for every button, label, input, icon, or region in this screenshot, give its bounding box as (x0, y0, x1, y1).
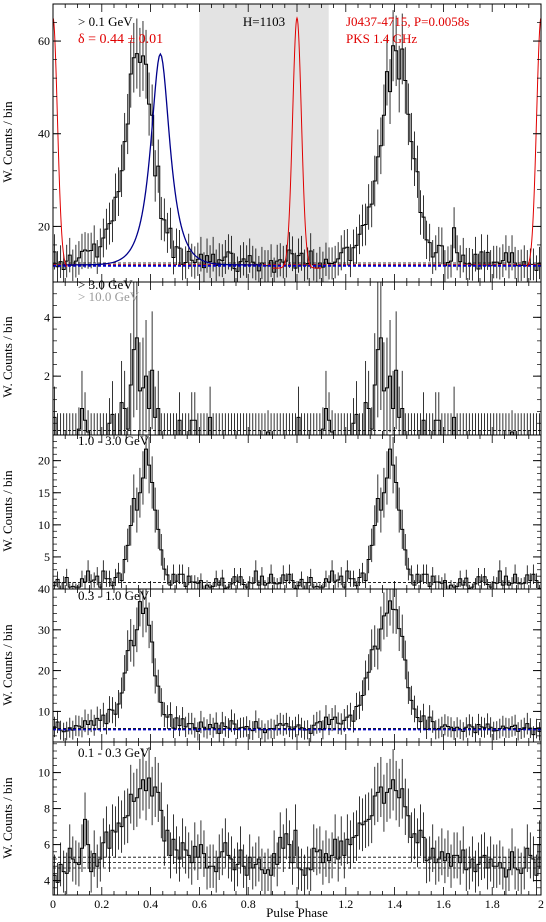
y-tick-label: 10 (38, 704, 50, 718)
y-tick-label: 10 (38, 518, 50, 532)
panel-1-radio-label: PKS 1.4 GHz (346, 31, 417, 46)
panel-4-energy-label: 0.3 - 1.0 GeV (78, 588, 150, 603)
panel-2-energy-label: > 3.0 GeV (78, 277, 133, 292)
histogram-series (53, 45, 541, 273)
panel-1-fit-label: δ = 0.44 ± 0.01 (78, 32, 163, 47)
histogram-series (53, 777, 541, 883)
y-tick-label: 4 (44, 874, 50, 888)
x-tick-label: 2 (538, 897, 544, 911)
x-tick-label: 1.4 (387, 897, 402, 911)
panel-2-energy-label-2: > 10.0 GeV (78, 289, 140, 304)
y-tick-label: 40 (38, 582, 50, 596)
x-axis-label: Pulse Phase (266, 905, 328, 920)
panel-5: 4 6 8 10 (38, 741, 542, 896)
y-tick-label: 8 (44, 802, 50, 816)
histogram-series (53, 337, 541, 436)
y-axis-label-panel-1: W. Counts / bin (0, 101, 15, 183)
y-tick-label: 10 (38, 766, 50, 780)
panel-1-energy-label: > 0.1 GeV (78, 14, 133, 29)
y-tick-label: 15 (38, 486, 50, 500)
x-tick-label: 0.8 (241, 897, 256, 911)
y-tick-label: 20 (38, 219, 50, 233)
x-tick-label: 0.2 (94, 897, 109, 911)
panel-frame (52, 434, 542, 590)
x-tick-label: 0 (50, 897, 56, 911)
panel-2: 24 (44, 281, 542, 436)
panel-1-pulsar-label: J0437-4715, P=0.0058s (346, 14, 469, 29)
y-tick-label: 5 (44, 550, 50, 564)
y-tick-label: 6 (44, 838, 50, 852)
y-axis-label-panel-5: W. Counts / bin (0, 777, 15, 859)
y-axis-label-panel-3: W. Counts / bin (0, 470, 15, 552)
x-tick-label: 1.6 (436, 897, 451, 911)
y-tick-label: 4 (44, 310, 50, 324)
radio-profile-curve (52, 17, 68, 268)
panel-4: 10 20 30 40 (38, 582, 542, 743)
y-tick-label: 40 (38, 127, 50, 141)
y-tick-label: 60 (38, 34, 50, 48)
y-tick-label: 30 (38, 623, 50, 637)
pulse-fit-curve (62, 52, 262, 266)
radio-profile-curve (272, 16, 322, 269)
x-tick-label: 0.6 (192, 897, 207, 911)
x-tick-label: 1 (294, 897, 300, 911)
radio-profile-curve (526, 17, 542, 268)
x-tick-label: 0.4 (143, 897, 158, 911)
panel-1: 20 40 60 (38, 3, 542, 283)
histogram-series (53, 448, 541, 590)
panel-3-energy-label: 1.0 - 3.0 GeV (78, 433, 150, 448)
y-tick-label: 20 (38, 664, 50, 678)
y-tick-label: 20 (38, 454, 50, 468)
panel-5-energy-label: 0.1 - 0.3 GeV (78, 745, 150, 760)
x-tick-label: 1.2 (338, 897, 353, 911)
panel-3: 5 10 15 20 (38, 434, 542, 590)
x-tick-label: 1.8 (485, 897, 500, 911)
y-axis-label-panel-4: W. Counts / bin (0, 624, 15, 706)
histogram-series (53, 600, 541, 736)
panel-frame (52, 741, 542, 896)
y-tick-label: 2 (44, 369, 50, 383)
panel-1-htest-label: H=1103 (243, 14, 285, 29)
off-pulse-region (199, 4, 329, 282)
y-axis-label-panel-2: W. Counts / bin (0, 316, 15, 398)
